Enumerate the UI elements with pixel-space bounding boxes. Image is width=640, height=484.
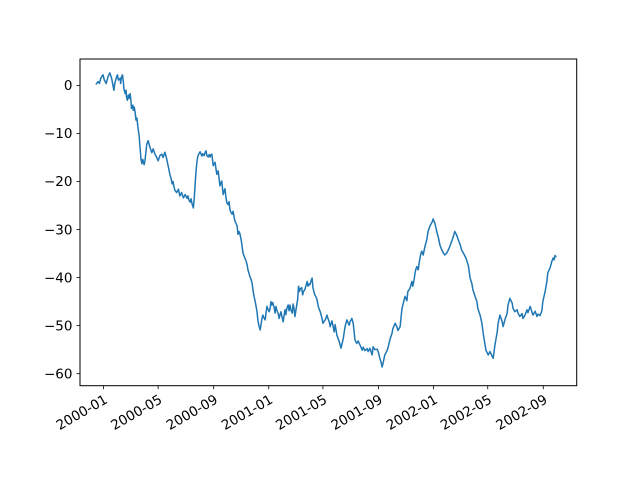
plot-area — [80, 59, 577, 386]
series-group — [95, 72, 557, 368]
y-tick-label: −60 — [44, 366, 73, 382]
y-tick-label: −50 — [44, 318, 73, 334]
axes-spines — [79, 58, 578, 387]
y-tick-label: −20 — [44, 174, 73, 190]
y-tick-label: −40 — [44, 270, 73, 286]
y-tick-label: −30 — [44, 222, 73, 238]
y-tick-label: −10 — [44, 126, 73, 142]
series-line — [95, 72, 557, 368]
y-tick-label: 0 — [64, 78, 73, 94]
y-axis: 0 −10 −20 −30 −40 −50 −60 — [44, 78, 80, 382]
